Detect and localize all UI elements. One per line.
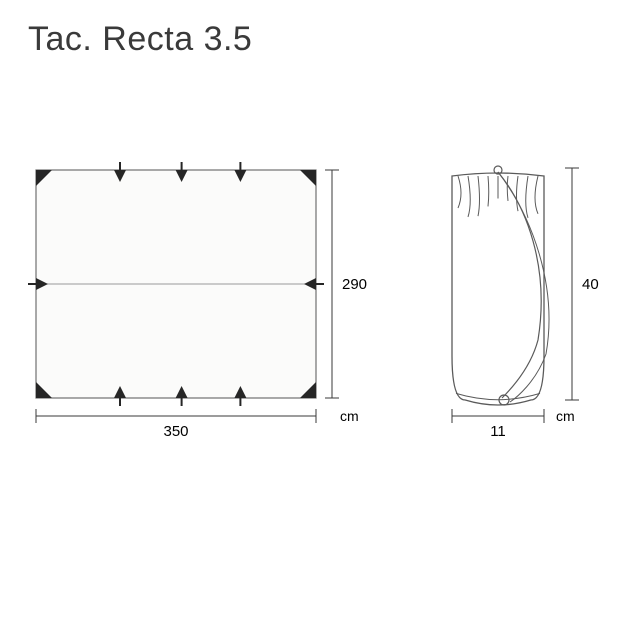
tarp-unit-label: cm xyxy=(340,408,359,424)
tarp-width-label: 350 xyxy=(163,423,188,440)
bag-width-label: 11 xyxy=(490,423,506,440)
tarp-width-dimension: 350 xyxy=(36,409,316,440)
tarp-diagram xyxy=(28,162,324,406)
bag-height-label: 40 xyxy=(582,276,599,293)
tarp-height-label: 290 xyxy=(342,276,367,293)
bag-height-dimension: 40 xyxy=(565,168,599,400)
bag-diagram xyxy=(452,166,549,405)
diagram-stage: 350 290 cm 11 40 cm xyxy=(0,0,640,640)
bag-unit-label: cm xyxy=(556,408,575,424)
tarp-height-dimension: 290 xyxy=(325,170,367,398)
bag-width-dimension: 11 xyxy=(452,409,544,440)
